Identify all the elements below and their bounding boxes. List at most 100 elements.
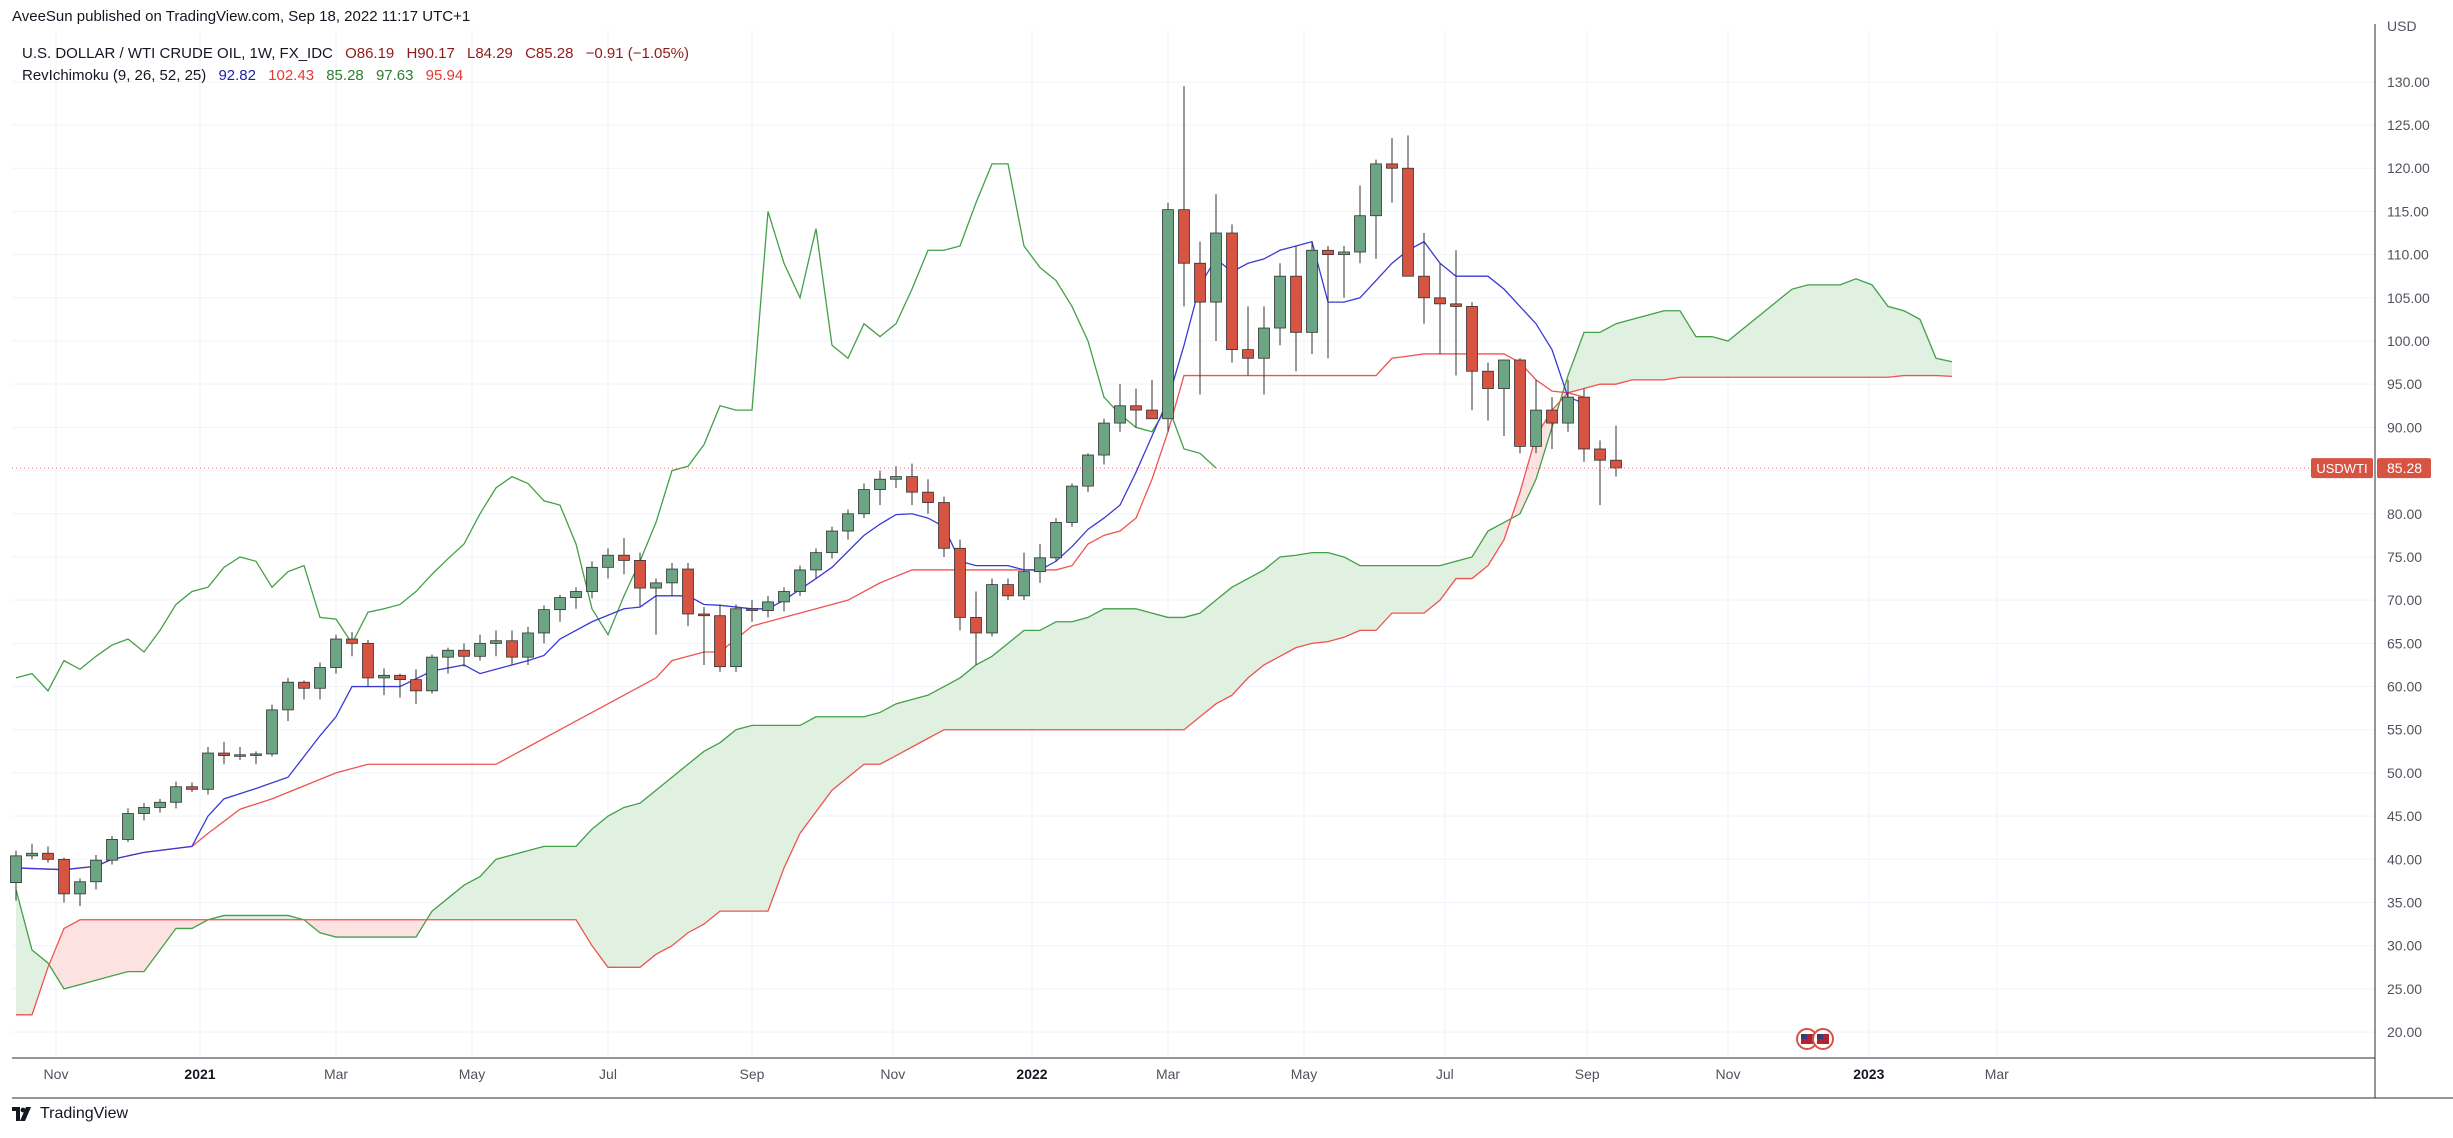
price-tick-label: 40.00 xyxy=(2387,851,2422,867)
candle xyxy=(1002,578,1014,601)
candle xyxy=(1290,245,1302,372)
candle-body xyxy=(282,681,294,711)
publish-header: AveeSun published on TradingView.com, Se… xyxy=(12,8,471,25)
cloud-segment xyxy=(1376,565,1392,631)
candle-body xyxy=(1114,405,1126,424)
cloud-segment xyxy=(864,712,880,765)
candle-body xyxy=(842,513,854,532)
time-tick-label: Sep xyxy=(1575,1066,1600,1082)
candle-body xyxy=(874,478,886,490)
cloud-segment xyxy=(1600,323,1616,385)
candle xyxy=(1482,362,1494,421)
candle xyxy=(1178,86,1190,307)
candle xyxy=(938,496,950,557)
candle-body xyxy=(1290,275,1302,333)
candle-body xyxy=(1578,396,1590,450)
price-tick-label: 80.00 xyxy=(2387,506,2422,522)
cloud-segment xyxy=(816,716,832,812)
candle-body xyxy=(1514,359,1526,447)
cloud-segment xyxy=(1056,621,1072,730)
cloud-segment xyxy=(528,846,544,920)
cloud-segment xyxy=(1696,336,1712,378)
candle xyxy=(698,607,710,665)
candle xyxy=(618,537,630,575)
candle xyxy=(1418,233,1430,324)
cloud-segment xyxy=(1792,284,1808,378)
price-tick-label: 115.00 xyxy=(2387,203,2429,219)
cloud-segment xyxy=(832,716,848,791)
price-tick-label: 60.00 xyxy=(2387,679,2422,695)
candle-body xyxy=(378,674,390,679)
candle xyxy=(1034,544,1046,583)
leading-span-b-line xyxy=(16,374,1953,1016)
cloud-segment xyxy=(432,898,448,920)
candle xyxy=(186,782,198,792)
price-tick-label: 35.00 xyxy=(2387,895,2422,911)
candle-body xyxy=(202,752,214,790)
cloud-segment xyxy=(960,664,976,730)
candle xyxy=(522,626,534,665)
candle xyxy=(1578,388,1590,462)
candle xyxy=(1194,241,1206,395)
cloud-segment xyxy=(944,677,960,730)
candle xyxy=(1594,440,1606,506)
cloud-segment xyxy=(240,915,256,920)
candle-body xyxy=(506,640,518,658)
price-tick-label: 55.00 xyxy=(2387,722,2422,738)
candle xyxy=(1018,552,1030,601)
candle-body xyxy=(1002,584,1014,597)
indicator-legend-row[interactable]: RevIchimoku (9, 26, 52, 25) 92.82 102.43… xyxy=(22,65,689,87)
cloud-segment xyxy=(1152,613,1168,730)
cloud-segment xyxy=(272,915,288,920)
candle xyxy=(330,634,342,674)
cloud-segment xyxy=(576,829,592,946)
candle xyxy=(250,751,262,765)
cloud-segment xyxy=(784,725,800,868)
candle xyxy=(442,647,454,674)
candle-body xyxy=(1418,275,1430,299)
cloud-segment xyxy=(368,919,384,938)
symbol-tag-label: USDWTI xyxy=(2316,461,2367,476)
cloud-segment xyxy=(1008,630,1024,730)
time-axis[interactable]: Nov 2021 Mar May Jul Sep Nov 2022 Mar May Jul Sep No… xyxy=(12,1057,2453,1099)
candle xyxy=(794,565,806,596)
cloud-segment xyxy=(1264,556,1280,665)
tenkan-value: 92.82 xyxy=(218,67,256,84)
price-tick-label: 50.00 xyxy=(2387,765,2422,781)
cloud-segment xyxy=(1712,336,1728,378)
lagging-span-line xyxy=(15,163,1217,692)
price-tick-label: 30.00 xyxy=(2387,938,2422,954)
price-axis[interactable]: USD 20.00 25.00 30.00 35.00 40.00 45.00 50.00 55… xyxy=(2311,18,2431,1098)
candle-body xyxy=(1210,232,1222,303)
low-value: L84.29 xyxy=(467,45,513,62)
candle-body xyxy=(1146,409,1158,420)
candle-body xyxy=(1082,454,1094,487)
cloud-segment xyxy=(1440,561,1456,601)
open-value: O86.19 xyxy=(345,45,395,62)
candle xyxy=(298,680,310,700)
cloud-segment xyxy=(1120,608,1136,730)
tradingview-logo-icon xyxy=(12,1107,31,1121)
candle xyxy=(1354,185,1366,264)
cloud-segment xyxy=(176,919,192,929)
candle-body xyxy=(698,613,710,617)
cloud-segment xyxy=(928,686,944,739)
cloud-segment xyxy=(736,725,752,912)
us-flag-event-icon[interactable] xyxy=(1812,1028,1834,1050)
time-tick-label: Mar xyxy=(324,1066,348,1082)
footer-brand[interactable]: TradingView xyxy=(12,1105,128,1123)
candle xyxy=(634,552,646,607)
symbol-legend-row[interactable]: U.S. DOLLAR / WTI CRUDE OIL, 1W, FX_IDC … xyxy=(22,43,689,65)
candle-body xyxy=(1610,459,1622,469)
cloud-segment xyxy=(1312,552,1328,644)
price-tick-label: 120.00 xyxy=(2387,160,2430,176)
candle-body xyxy=(810,552,822,571)
economic-events[interactable] xyxy=(1796,1028,1834,1050)
flag-canton xyxy=(1817,1034,1823,1039)
cloud-segment xyxy=(1776,289,1792,378)
candle-body xyxy=(522,632,534,658)
cloud-segment xyxy=(1920,319,1936,376)
cloud-segment xyxy=(160,919,176,951)
cloud-segment xyxy=(896,699,912,756)
